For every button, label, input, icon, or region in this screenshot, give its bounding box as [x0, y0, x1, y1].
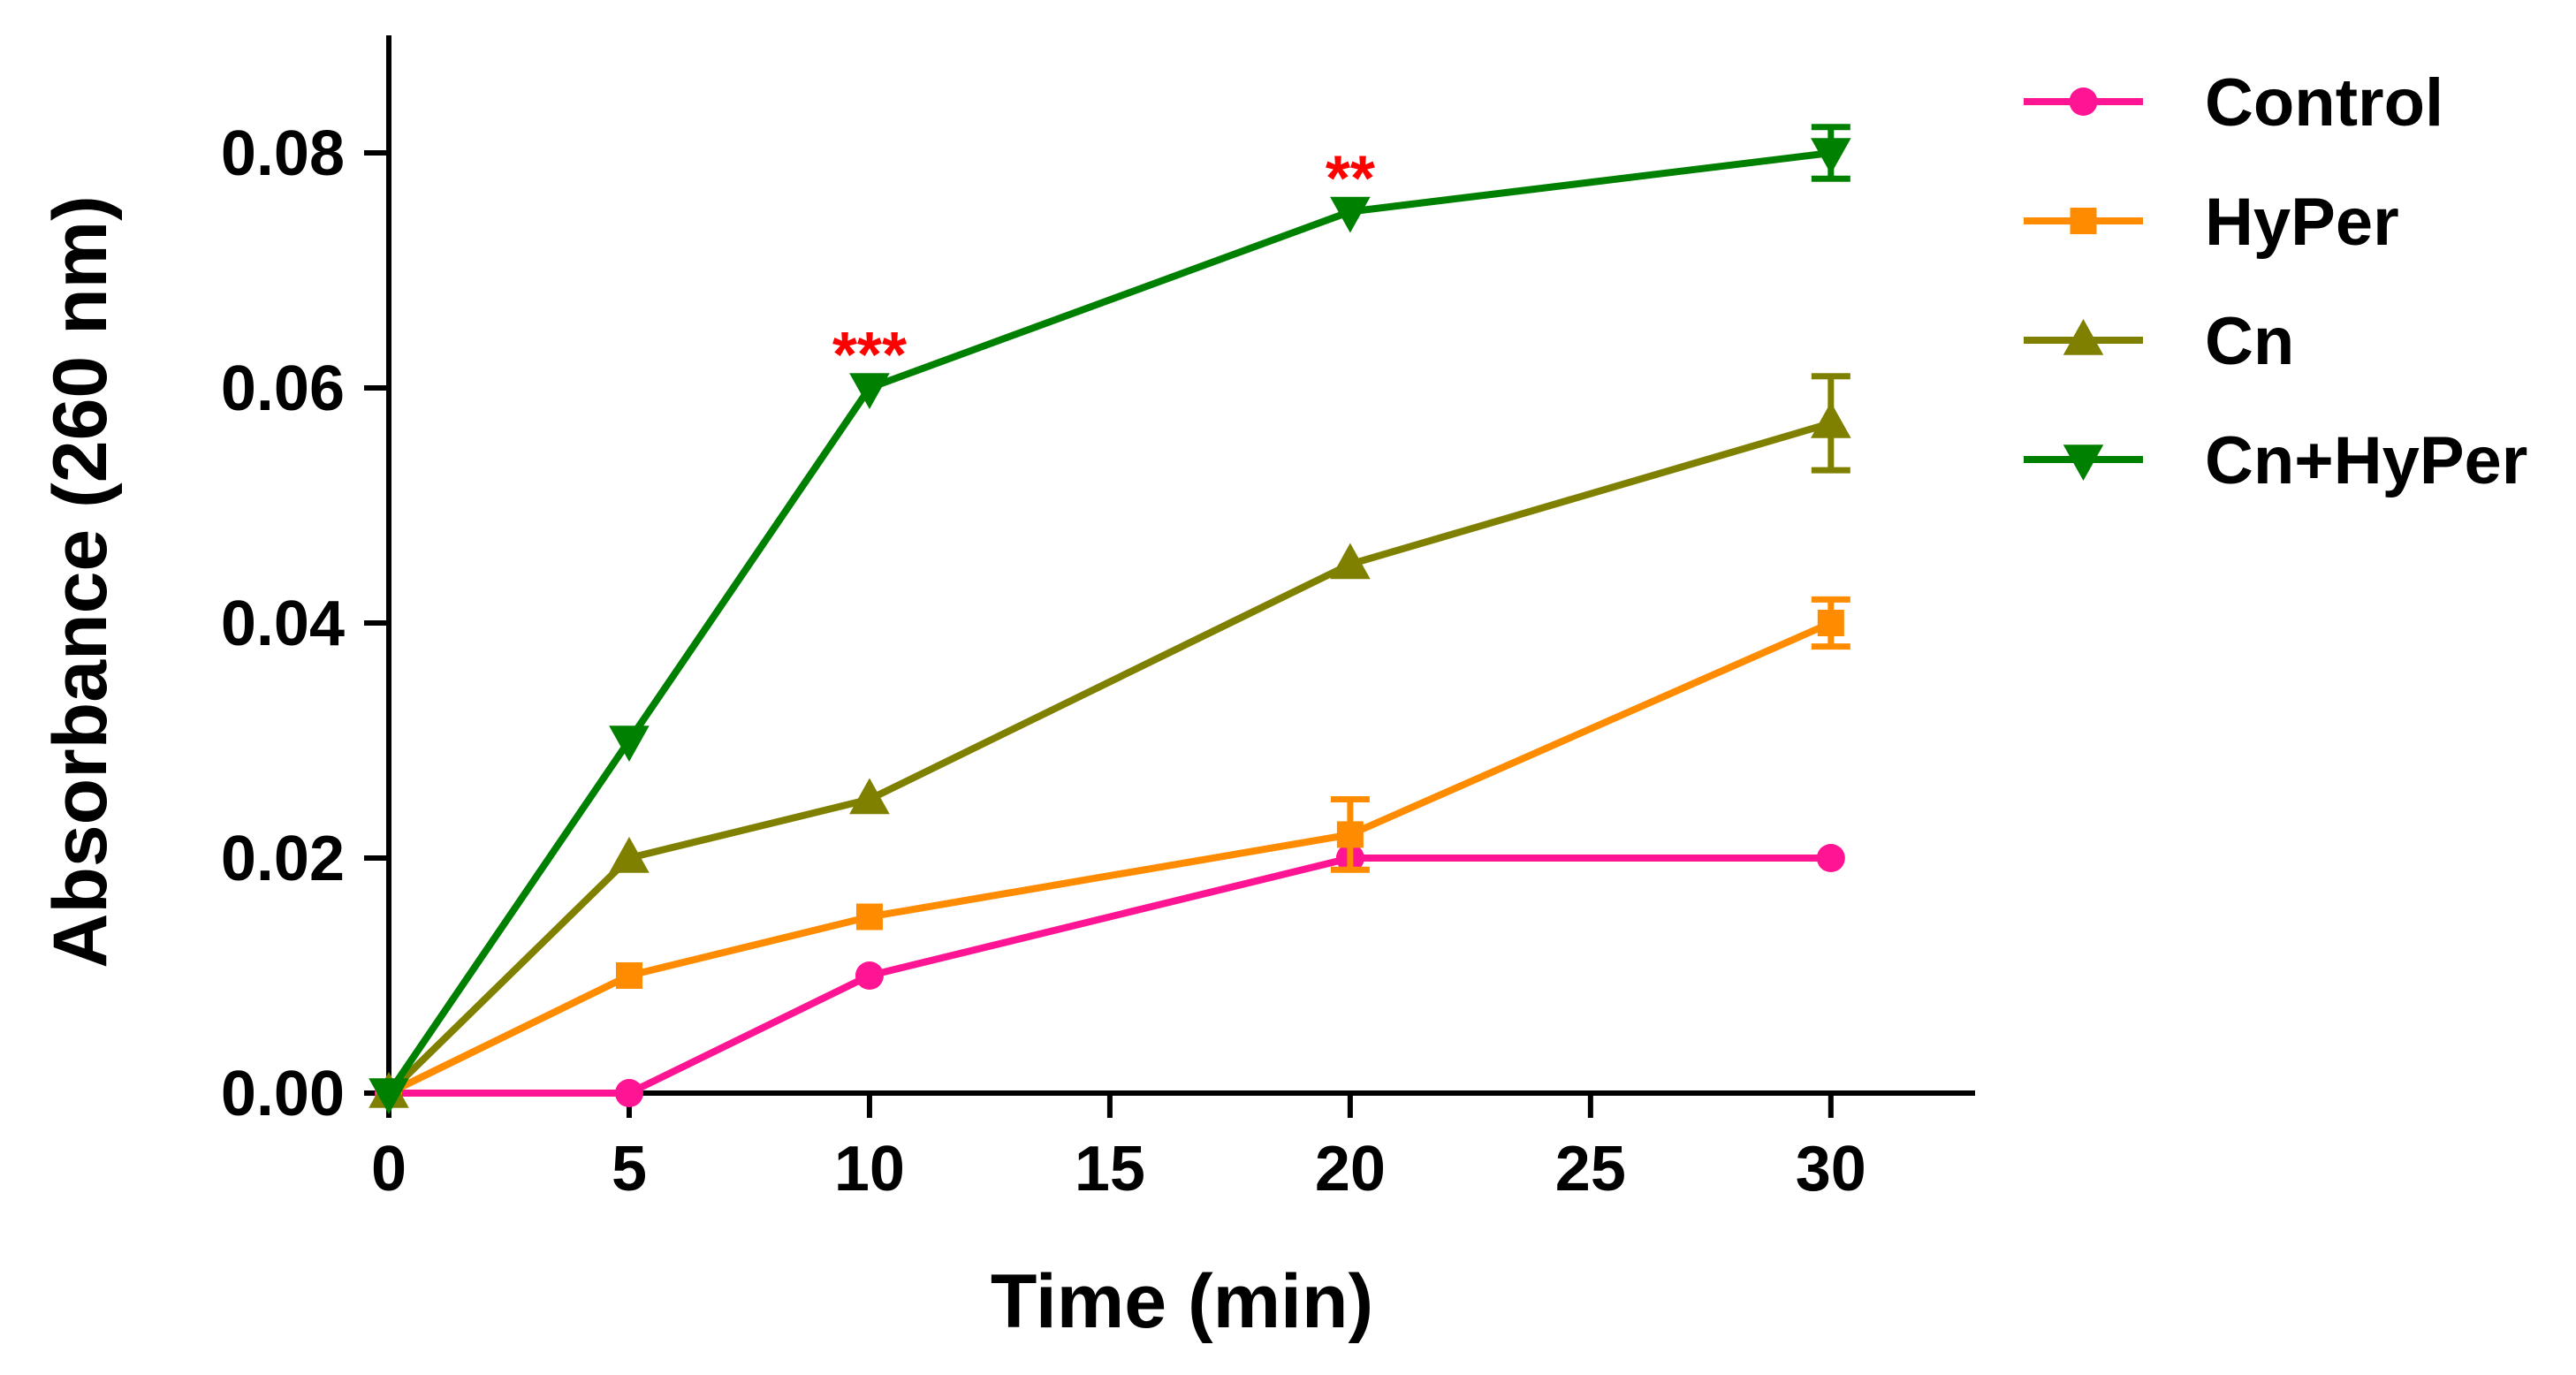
y-tick-label: 0.04 — [221, 589, 345, 659]
data-point-hyper — [1817, 610, 1844, 636]
data-point-hyper — [855, 903, 883, 931]
data-point-control — [855, 961, 884, 990]
data-point-cn — [1330, 543, 1371, 580]
series-cn — [369, 373, 1851, 1108]
legend-item-hyper: HyPer — [2024, 185, 2399, 260]
legend-label-hyper: HyPer — [2205, 185, 2399, 260]
significance-label: ** — [1326, 143, 1375, 214]
x-tick-label: 5 — [612, 1134, 647, 1204]
x-tick-label: 25 — [1555, 1134, 1626, 1204]
x-tick-label: 10 — [834, 1134, 905, 1204]
series-control — [375, 844, 1845, 1107]
legend-label-control: Control — [2205, 65, 2443, 141]
legend-label-cn-hyper: Cn+HyPer — [2205, 423, 2527, 498]
data-point-cn-hyper — [849, 373, 890, 409]
y-axis-title: Absorbance (260 nm) — [38, 195, 123, 969]
x-axis-title: Time (min) — [991, 1259, 1373, 1344]
data-point-cn — [1811, 401, 1851, 438]
y-tick-label: 0.00 — [221, 1059, 345, 1129]
series-line-control — [389, 855, 1831, 1097]
x-tick-label: 0 — [371, 1134, 407, 1204]
data-point-control — [1816, 844, 1845, 872]
legend-marker-cn — [2063, 319, 2104, 355]
series-line-cn — [386, 420, 1832, 1096]
x-tick-label: 20 — [1315, 1134, 1386, 1204]
data-point-cn-hyper — [609, 725, 650, 762]
legend-marker-cn-hyper — [2063, 444, 2104, 481]
data-point-cn — [609, 837, 650, 873]
significance-label: *** — [832, 320, 907, 391]
y-tick-label: 0.02 — [221, 824, 345, 894]
legend-marker-hyper — [2070, 208, 2097, 234]
legend-item-cn: Cn — [2024, 304, 2294, 379]
data-point-cn-hyper — [1811, 138, 1851, 174]
x-tick-label: 30 — [1796, 1134, 1866, 1204]
y-tick-label: 0.06 — [221, 353, 345, 424]
legend-marker-control — [2069, 87, 2098, 116]
series-hyper — [376, 596, 1850, 1106]
series-layer — [369, 124, 1851, 1114]
data-point-cn-hyper — [1330, 196, 1371, 233]
x-tick-label: 15 — [1075, 1134, 1145, 1204]
legend-item-cn-hyper: Cn+HyPer — [2024, 423, 2527, 498]
data-point-hyper — [1336, 821, 1364, 848]
legend: Control HyPer Cn Cn+HyPer — [2024, 65, 2527, 498]
legend-label-cn: Cn — [2205, 304, 2294, 379]
data-point-cn — [849, 778, 890, 815]
data-point-control — [614, 1079, 643, 1107]
series-line-cn-hyper — [385, 149, 1832, 1096]
y-tick-label: 0.08 — [221, 118, 345, 189]
legend-item-control: Control — [2024, 65, 2443, 141]
data-point-hyper — [615, 962, 642, 989]
data-point-cn-hyper — [369, 1078, 409, 1114]
annotations: ***** — [832, 143, 1375, 391]
series-cn-hyper — [369, 124, 1851, 1114]
